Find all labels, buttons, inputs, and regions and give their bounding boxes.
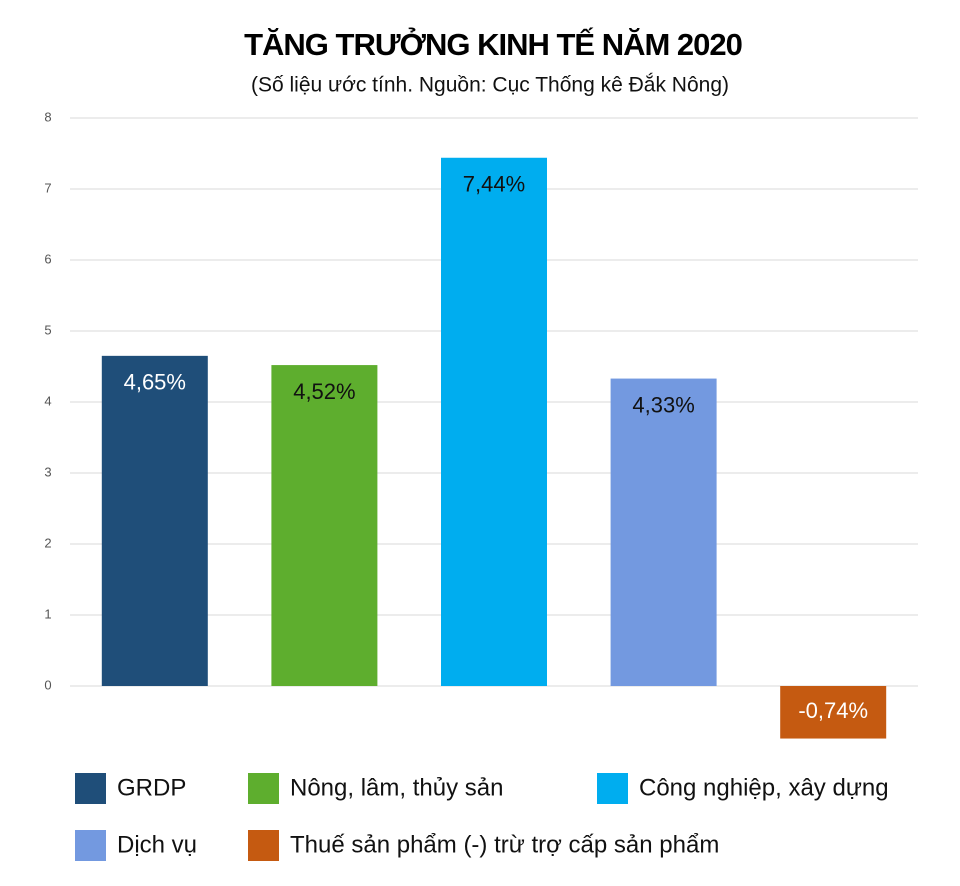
legend-label: Công nghiệp, xây dựng — [639, 774, 889, 801]
legend-label: GRDP — [117, 774, 186, 801]
value-label: 4,65% — [124, 370, 186, 395]
legend-swatch — [597, 773, 628, 804]
bar — [610, 378, 717, 686]
y-tick-label: 0 — [44, 677, 51, 692]
y-tick-label: 2 — [44, 535, 51, 550]
legend-label: Dịch vụ — [117, 831, 197, 858]
bar — [780, 686, 887, 739]
bar — [441, 157, 547, 686]
y-tick-label: 8 — [44, 109, 51, 124]
chart-title: TĂNG TRƯỞNG KINH TẾ NĂM 2020 — [244, 26, 742, 62]
y-tick-label: 5 — [44, 322, 51, 337]
legend-label: Thuế sản phẩm (-) trừ trợ cấp sản phẩm — [290, 831, 719, 858]
legend-swatch — [75, 830, 106, 861]
bar — [101, 355, 208, 686]
value-label: 4,52% — [293, 379, 355, 404]
legend-swatch — [75, 773, 106, 804]
legend-label: Nông, lâm, thủy sản — [290, 774, 503, 801]
legend-swatch — [248, 773, 279, 804]
y-tick-label: 1 — [44, 606, 51, 621]
value-label: -0,74% — [798, 698, 868, 723]
chart-subtitle: (Số liệu ước tính. Nguồn: Cục Thống kê Đ… — [251, 74, 729, 97]
y-tick-label: 6 — [44, 251, 51, 266]
bar — [271, 365, 378, 686]
legend-swatch — [248, 830, 279, 861]
y-tick-label: 7 — [44, 180, 51, 195]
value-label: 4,33% — [632, 392, 694, 417]
y-tick-label: 4 — [44, 393, 51, 408]
value-label: 7,44% — [463, 172, 525, 197]
y-tick-label: 3 — [44, 464, 51, 479]
